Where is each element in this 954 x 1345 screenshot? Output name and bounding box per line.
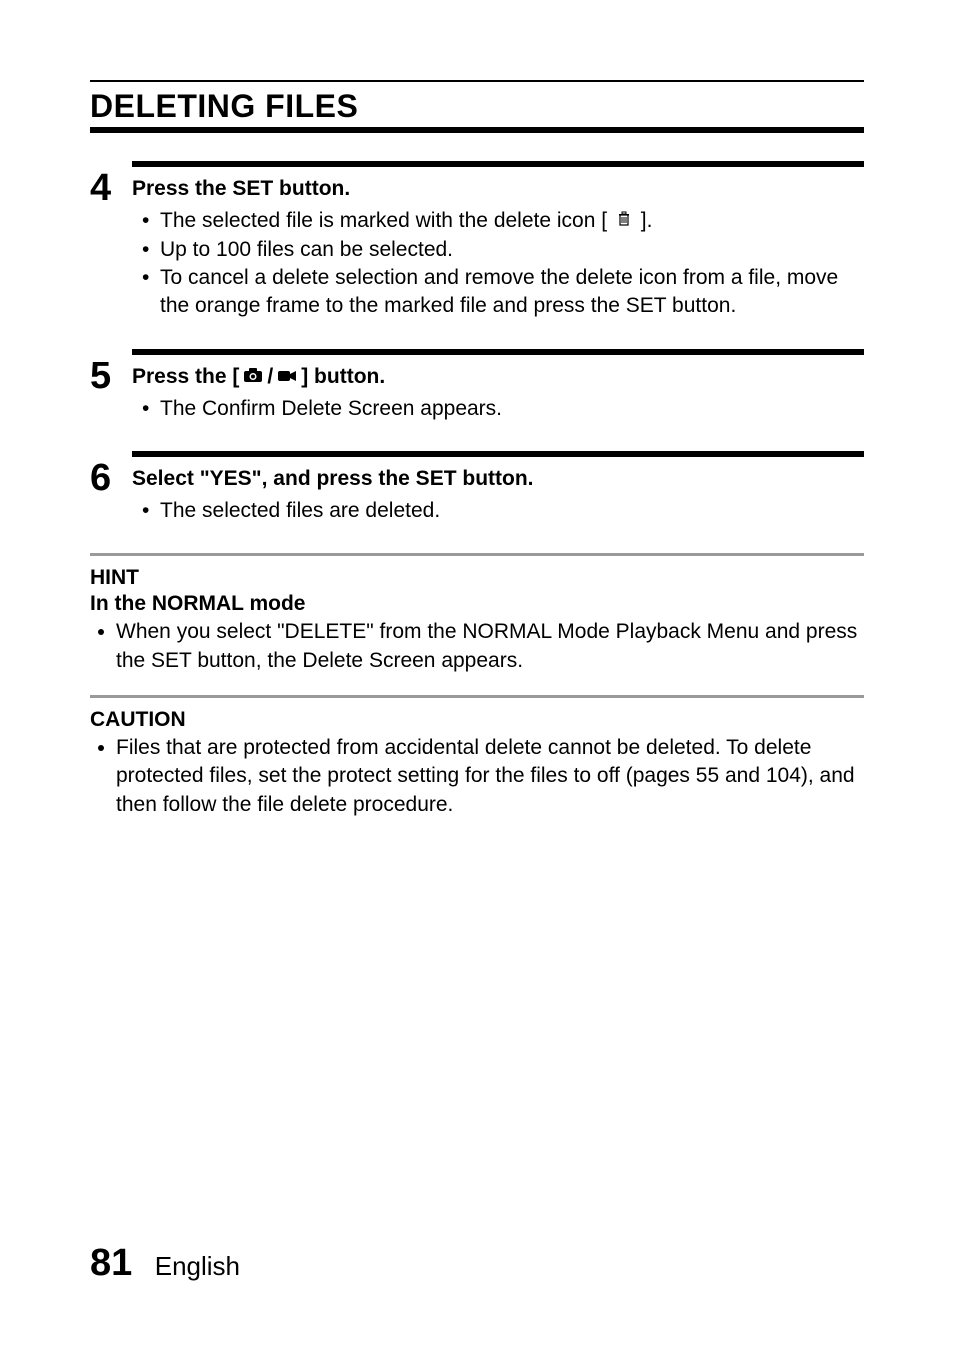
step-body: Press the [ / ] button. The Confirm Dele… [132, 359, 864, 423]
bullet-list: The Confirm Delete Screen appears. [132, 395, 864, 423]
bullet-list: The selected files are deleted. [132, 497, 864, 525]
step-4: 4 Press the SET button. The selected fil… [90, 171, 864, 321]
step-number: 4 [90, 169, 132, 207]
step-5: 5 Press the [ / ] button. Th [90, 359, 864, 423]
step-number: 5 [90, 357, 132, 395]
step-heading: Press the SET button. [132, 177, 864, 201]
step-rule [132, 161, 864, 167]
bullet-item: The Confirm Delete Screen appears. [132, 395, 864, 423]
caution-label: CAUTION [90, 708, 864, 732]
hint-heading: In the NORMAL mode [90, 592, 864, 616]
step-heading: Select "YES", and press the SET button. [132, 467, 864, 491]
video-icon [277, 365, 297, 389]
heading-post: ] button. [301, 365, 385, 389]
page-title: DELETING FILES [90, 88, 864, 125]
step-number: 6 [90, 459, 132, 497]
bullet-text-post: ]. [641, 209, 653, 232]
caution-list: Files that are protected from accidental… [90, 734, 864, 819]
page-number: 81 [90, 1242, 132, 1285]
bullet-text-pre: The selected file is marked with the del… [160, 209, 607, 232]
bullet-item: The selected file is marked with the del… [132, 207, 864, 236]
step-rule [132, 451, 864, 457]
hint-section: HINT In the NORMAL mode When you select … [90, 566, 864, 675]
step-rule [132, 349, 864, 355]
heading-pre: Press the [ [132, 365, 239, 389]
camera-icon [243, 365, 263, 389]
hint-list: When you select "DELETE" from the NORMAL… [90, 618, 864, 675]
title-rule-bottom [90, 127, 864, 133]
step-heading: Press the [ / ] button. [132, 365, 864, 389]
hint-rule [90, 553, 864, 556]
bullet-item: The selected files are deleted. [132, 497, 864, 525]
page-language: English [155, 1251, 240, 1282]
caution-bullet: Files that are protected from accidental… [90, 734, 864, 819]
trash-icon [617, 207, 631, 235]
step-body: Select "YES", and press the SET button. … [132, 461, 864, 525]
hint-label: HINT [90, 566, 864, 590]
hint-bullet: When you select "DELETE" from the NORMAL… [90, 618, 864, 675]
step-body: Press the SET button. The selected file … [132, 171, 864, 321]
caution-rule [90, 695, 864, 698]
bullet-item: To cancel a delete selection and remove … [132, 264, 864, 321]
step-6: 6 Select "YES", and press the SET button… [90, 461, 864, 525]
heading-sep: / [267, 365, 273, 389]
page-footer: 81 English [90, 1242, 240, 1285]
bullet-item: Up to 100 files can be selected. [132, 236, 864, 264]
bullet-list: The selected file is marked with the del… [132, 207, 864, 321]
title-rule-top [90, 80, 864, 82]
caution-section: CAUTION Files that are protected from ac… [90, 708, 864, 819]
